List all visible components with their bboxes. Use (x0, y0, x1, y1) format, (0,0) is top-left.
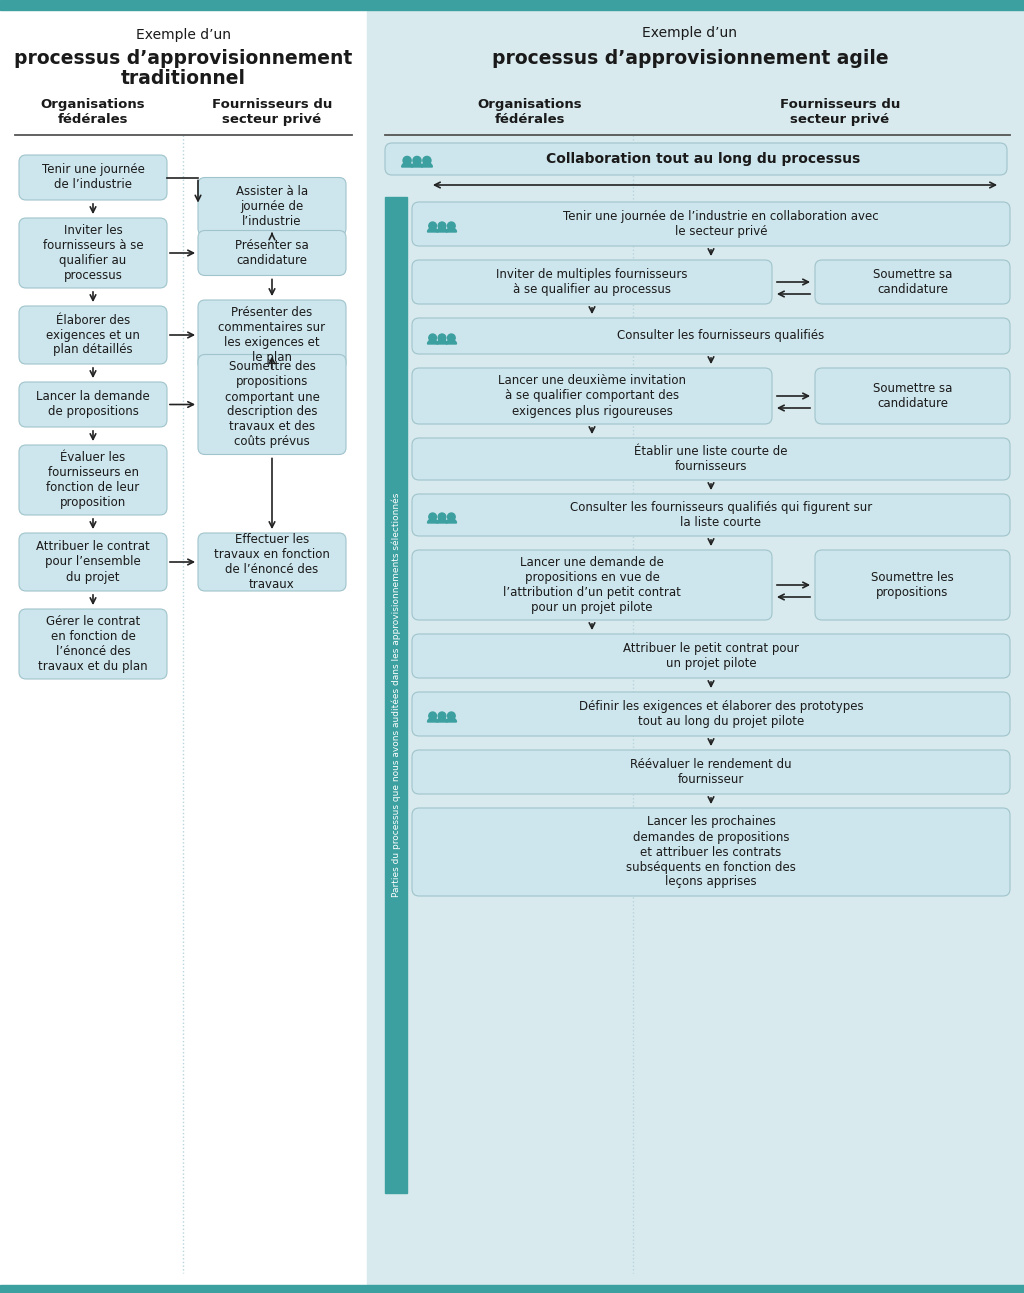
Circle shape (429, 712, 436, 720)
Polygon shape (437, 340, 447, 344)
Text: Établir une liste courte de
fournisseurs: Établir une liste courte de fournisseurs (634, 445, 787, 473)
Polygon shape (401, 163, 413, 167)
Text: Inviter de multiples fournisseurs
à se qualifier au processus: Inviter de multiples fournisseurs à se q… (497, 268, 688, 296)
FancyBboxPatch shape (412, 692, 1010, 736)
Text: Gérer le contrat
en fonction de
l’énoncé des
travaux et du plan: Gérer le contrat en fonction de l’énoncé… (38, 615, 147, 672)
Circle shape (438, 513, 445, 521)
Text: Présenter des
commentaires sur
les exigences et
le plan: Présenter des commentaires sur les exige… (218, 306, 326, 365)
Bar (0, 1285, 1024, 1293)
FancyBboxPatch shape (412, 318, 1010, 354)
FancyBboxPatch shape (412, 550, 772, 621)
Circle shape (413, 156, 421, 164)
FancyBboxPatch shape (198, 177, 346, 235)
Text: Présenter sa
candidature: Présenter sa candidature (236, 239, 309, 266)
FancyBboxPatch shape (815, 260, 1010, 304)
Text: Lancer une deuxième invitation
à se qualifier comportant des
exigences plus rigo: Lancer une deuxième invitation à se qual… (498, 375, 686, 418)
Text: processus d’approvisionnement: processus d’approvisionnement (14, 49, 352, 67)
Text: Réévaluer le rendement du
fournisseur: Réévaluer le rendement du fournisseur (630, 758, 792, 786)
Polygon shape (428, 718, 437, 721)
Polygon shape (437, 228, 447, 231)
Text: Fournisseurs du
secteur privé: Fournisseurs du secteur privé (212, 98, 332, 125)
Text: Élaborer des
exigences et un
plan détaillés: Élaborer des exigences et un plan détail… (46, 313, 140, 357)
FancyBboxPatch shape (815, 550, 1010, 621)
Polygon shape (428, 340, 437, 344)
Bar (0, 10, 367, 1285)
FancyBboxPatch shape (19, 155, 167, 200)
Text: Organisations
fédérales: Organisations fédérales (41, 98, 145, 125)
Text: Définir les exigences et élaborer des prototypes
tout au long du projet pilote: Définir les exigences et élaborer des pr… (579, 700, 863, 728)
Text: Parties du processus que nous avons auditées dans les approvisionnements sélecti: Parties du processus que nous avons audi… (391, 493, 400, 897)
FancyBboxPatch shape (198, 354, 346, 455)
Text: Lancer une demande de
propositions en vue de
l’attribution d’un petit contrat
po: Lancer une demande de propositions en vu… (503, 556, 681, 614)
Text: Exemple d’un: Exemple d’un (642, 26, 737, 40)
FancyBboxPatch shape (19, 219, 167, 288)
FancyBboxPatch shape (412, 494, 1010, 537)
Bar (0, 0, 1024, 10)
Text: Lancer les prochaines
demandes de propositions
et attribuer les contrats
subséqu: Lancer les prochaines demandes de propos… (626, 816, 796, 888)
Circle shape (429, 334, 436, 341)
Text: Consulter les fournisseurs qualifiés qui figurent sur
la liste courte: Consulter les fournisseurs qualifiés qui… (570, 500, 872, 529)
Text: processus d’approvisionnement agile: processus d’approvisionnement agile (492, 49, 888, 67)
Polygon shape (412, 163, 422, 167)
Polygon shape (446, 518, 457, 522)
FancyBboxPatch shape (412, 438, 1010, 480)
Circle shape (447, 334, 456, 341)
Polygon shape (446, 340, 457, 344)
Text: Soumettre sa
candidature: Soumettre sa candidature (872, 381, 952, 410)
FancyBboxPatch shape (19, 381, 167, 427)
Text: Attribuer le petit contrat pour
un projet pilote: Attribuer le petit contrat pour un proje… (623, 643, 799, 670)
Polygon shape (428, 518, 437, 522)
Text: Fournisseurs du
secteur privé: Fournisseurs du secteur privé (780, 98, 900, 125)
Circle shape (447, 712, 456, 720)
Polygon shape (428, 228, 437, 231)
Text: traditionnel: traditionnel (121, 69, 246, 88)
Text: Organisations
fédérales: Organisations fédérales (477, 98, 583, 125)
Text: Collaboration tout au long du processus: Collaboration tout au long du processus (546, 153, 860, 166)
FancyBboxPatch shape (385, 144, 1007, 175)
Text: Inviter les
fournisseurs à se
qualifier au
processus: Inviter les fournisseurs à se qualifier … (43, 224, 143, 282)
Text: Évaluer les
fournisseurs en
fonction de leur
proposition: Évaluer les fournisseurs en fonction de … (46, 451, 139, 509)
FancyBboxPatch shape (412, 202, 1010, 246)
Text: Tenir une journée
de l’industrie: Tenir une journée de l’industrie (42, 163, 144, 191)
FancyBboxPatch shape (815, 369, 1010, 424)
FancyBboxPatch shape (198, 300, 346, 370)
FancyBboxPatch shape (412, 808, 1010, 896)
Circle shape (447, 513, 456, 521)
Text: Soumettre sa
candidature: Soumettre sa candidature (872, 268, 952, 296)
FancyBboxPatch shape (412, 750, 1010, 794)
Circle shape (423, 156, 431, 164)
Bar (385, 197, 407, 1193)
Text: Soumettre des
propositions
comportant une
description des
travaux et des
coûts p: Soumettre des propositions comportant un… (224, 361, 319, 449)
FancyBboxPatch shape (412, 634, 1010, 678)
Text: Assister à la
journée de
l’industrie: Assister à la journée de l’industrie (236, 185, 308, 228)
FancyBboxPatch shape (19, 609, 167, 679)
Text: Attribuer le contrat
pour l’ensemble
du projet: Attribuer le contrat pour l’ensemble du … (36, 540, 150, 583)
Polygon shape (446, 718, 457, 721)
FancyBboxPatch shape (19, 306, 167, 365)
Text: Exemple d’un: Exemple d’un (135, 28, 230, 41)
Polygon shape (422, 163, 432, 167)
Text: Consulter les fournisseurs qualifiés: Consulter les fournisseurs qualifiés (617, 330, 824, 343)
FancyBboxPatch shape (19, 445, 167, 515)
Circle shape (438, 334, 445, 341)
FancyBboxPatch shape (412, 260, 772, 304)
Text: Lancer la demande
de propositions: Lancer la demande de propositions (36, 390, 150, 419)
Text: Effectuer les
travaux en fonction
de l’énoncé des
travaux: Effectuer les travaux en fonction de l’é… (214, 533, 330, 591)
Polygon shape (437, 718, 447, 721)
Circle shape (429, 513, 436, 521)
FancyBboxPatch shape (412, 369, 772, 424)
Circle shape (438, 712, 445, 720)
FancyBboxPatch shape (198, 230, 346, 275)
Polygon shape (446, 228, 457, 231)
Circle shape (447, 222, 456, 230)
Circle shape (403, 156, 412, 164)
FancyBboxPatch shape (198, 533, 346, 591)
FancyBboxPatch shape (19, 533, 167, 591)
Circle shape (429, 222, 436, 230)
Text: Soumettre les
propositions: Soumettre les propositions (871, 572, 954, 599)
Bar (367, 10, 1024, 1285)
Polygon shape (437, 518, 447, 522)
Text: Tenir une journée de l’industrie en collaboration avec
le secteur privé: Tenir une journée de l’industrie en coll… (563, 209, 879, 238)
Circle shape (438, 222, 445, 230)
